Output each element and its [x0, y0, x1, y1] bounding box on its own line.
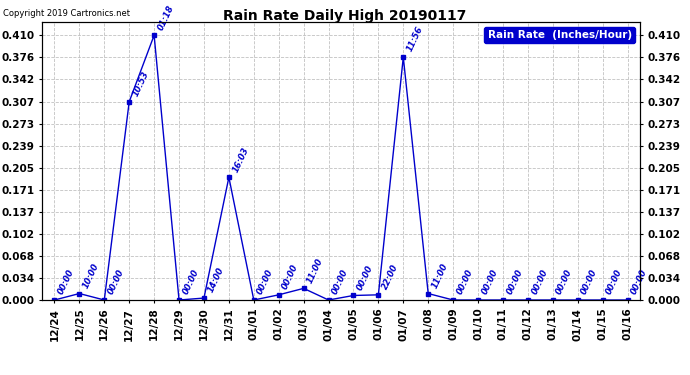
Text: 00:00: 00:00	[555, 268, 574, 296]
Text: 10:00: 10:00	[81, 261, 101, 290]
Text: 11:56: 11:56	[405, 25, 425, 53]
Text: 00:00: 00:00	[604, 268, 624, 296]
Text: 01:18: 01:18	[156, 3, 176, 32]
Text: 00:00: 00:00	[331, 268, 350, 296]
Text: 16:03: 16:03	[231, 145, 250, 173]
Text: 00:00: 00:00	[629, 268, 649, 296]
Text: 00:00: 00:00	[355, 264, 375, 292]
Legend: Rain Rate  (Inches/Hour): Rain Rate (Inches/Hour)	[484, 27, 635, 44]
Text: 14:00: 14:00	[206, 266, 226, 294]
Text: 11:00: 11:00	[306, 256, 325, 285]
Text: Rain Rate Daily High 20190117: Rain Rate Daily High 20190117	[224, 9, 466, 23]
Text: 10:53: 10:53	[131, 70, 150, 98]
Text: 00:00: 00:00	[455, 268, 475, 296]
Text: 00:00: 00:00	[181, 268, 201, 296]
Text: 00:00: 00:00	[256, 268, 275, 296]
Text: 11:00: 11:00	[430, 261, 450, 290]
Text: 00:00: 00:00	[281, 263, 300, 291]
Text: 00:00: 00:00	[505, 268, 524, 296]
Text: 00:00: 00:00	[106, 268, 126, 296]
Text: 00:00: 00:00	[480, 268, 500, 296]
Text: 00:00: 00:00	[57, 268, 76, 296]
Text: Copyright 2019 Cartronics.net: Copyright 2019 Cartronics.net	[3, 9, 130, 18]
Text: 22:00: 22:00	[380, 263, 400, 291]
Text: 00:00: 00:00	[530, 268, 549, 296]
Text: 00:00: 00:00	[580, 268, 599, 296]
